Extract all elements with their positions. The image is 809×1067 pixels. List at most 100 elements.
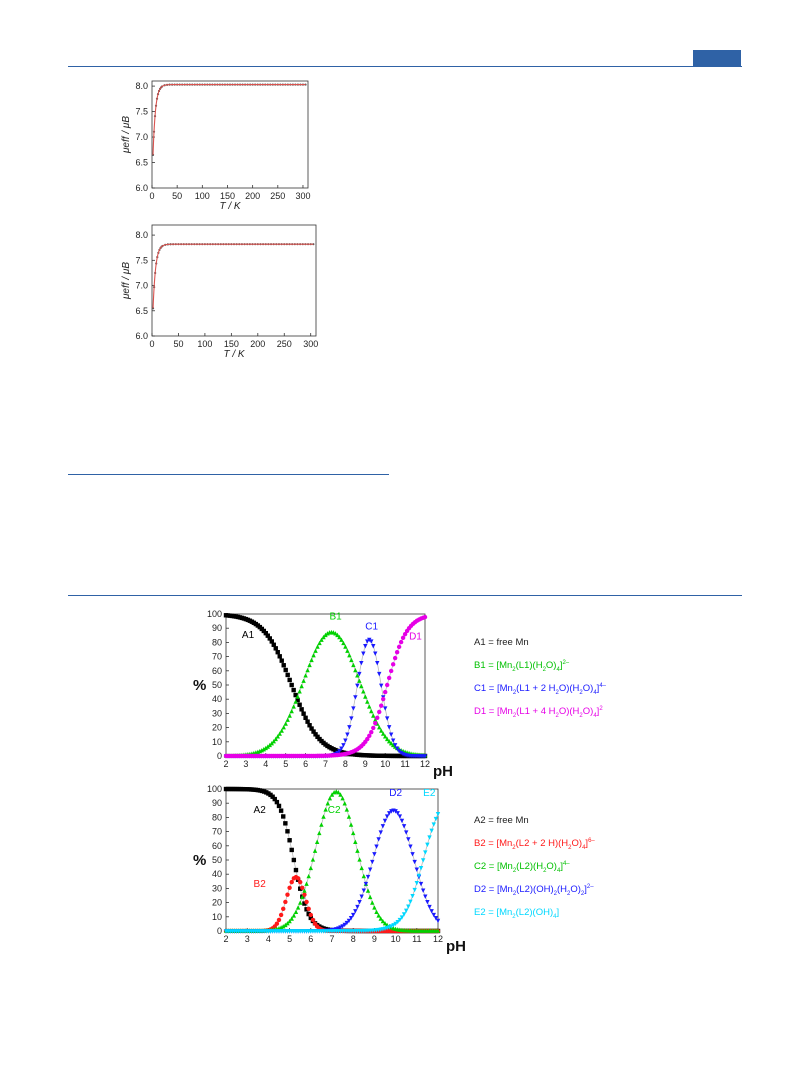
x-tick-label: 6	[308, 934, 313, 944]
data-point	[335, 632, 340, 638]
data-point	[355, 673, 360, 678]
legend-b1: B1 = [Mn2(L1)(H2O)4]2–	[474, 660, 570, 674]
data-point	[344, 920, 350, 926]
x-axis-label: T / K	[219, 201, 241, 212]
data-point	[406, 837, 411, 842]
data-point	[342, 922, 347, 928]
data-point	[283, 667, 288, 673]
x-tick-label: 100	[195, 191, 210, 201]
data-point	[435, 928, 441, 933]
data-point	[388, 740, 394, 746]
data-point	[433, 816, 439, 822]
x-tick-label: 10	[380, 759, 390, 769]
data-point	[410, 852, 415, 857]
data-point	[369, 729, 374, 735]
data-point	[365, 699, 370, 704]
data-point	[367, 704, 372, 709]
y-axis-label: %	[193, 677, 206, 694]
x-tick-label: 150	[220, 191, 235, 201]
data-point	[392, 743, 398, 748]
data-point	[376, 837, 381, 842]
data-point	[386, 738, 392, 744]
data-point	[422, 754, 428, 759]
data-point	[289, 708, 294, 714]
data-point	[361, 873, 366, 879]
data-point	[298, 879, 303, 885]
x-tick-label: 250	[277, 339, 292, 349]
curve-label-d1: D1	[409, 632, 422, 643]
y-tick-label: 6.0	[135, 331, 148, 341]
data-point	[353, 839, 358, 844]
data-point	[283, 899, 288, 905]
data-point	[281, 724, 286, 730]
data-point	[319, 822, 324, 827]
data-point	[293, 692, 298, 698]
data-point	[355, 904, 360, 910]
fit-line	[152, 84, 306, 155]
data-point	[355, 848, 360, 853]
y-axis-label: %	[193, 852, 206, 869]
data-point	[285, 892, 290, 897]
data-point	[287, 713, 292, 718]
data-point	[314, 839, 320, 844]
data-point	[386, 675, 392, 681]
data-point	[293, 867, 299, 873]
data-point	[399, 818, 405, 824]
data-point	[343, 738, 348, 743]
data-point	[281, 814, 286, 819]
data-point	[345, 648, 350, 653]
data-point	[291, 704, 296, 709]
data-point	[393, 809, 398, 814]
x-tick-label: 7	[323, 759, 328, 769]
x-tick-label: 50	[172, 191, 182, 201]
data-point	[365, 639, 370, 644]
data-point	[393, 921, 398, 927]
data-point	[281, 924, 286, 929]
y-tick-label: 80	[212, 812, 222, 822]
curve-label-c2: C2	[328, 805, 341, 816]
legend-c1: C1 = [Mn2(L1 + 2 H2O)(H2O)4]4–	[474, 683, 606, 697]
data-point	[301, 711, 306, 716]
data-point	[404, 908, 409, 914]
data-point	[381, 731, 386, 736]
y-tick-label: 60	[212, 841, 222, 851]
data-point	[374, 909, 379, 914]
data-point	[348, 916, 354, 921]
data-point	[397, 917, 403, 923]
data-point	[283, 821, 288, 826]
data-point	[374, 844, 379, 849]
data-point	[274, 799, 280, 805]
data-point	[380, 918, 386, 924]
data-point	[399, 915, 405, 920]
footer-rule	[68, 595, 742, 596]
data-point	[435, 811, 441, 817]
data-point	[398, 750, 404, 756]
x-tick-label: 200	[250, 339, 265, 349]
data-point	[370, 859, 375, 865]
data-point	[315, 644, 320, 649]
data-point	[274, 921, 280, 926]
x-tick-label: 2	[223, 934, 228, 944]
data-point	[378, 916, 383, 921]
data-point	[395, 919, 400, 925]
data-point	[321, 814, 326, 819]
data-point	[279, 658, 284, 663]
x-tick-label: 2	[223, 759, 228, 769]
data-point	[357, 899, 362, 905]
curve-label-b2: B2	[254, 879, 267, 890]
data-point	[431, 912, 436, 918]
data-point	[276, 803, 282, 809]
data-point	[313, 732, 318, 737]
data-point	[273, 736, 278, 742]
data-point	[401, 912, 407, 917]
data-point	[414, 881, 419, 886]
y-tick-label: 50	[212, 855, 222, 865]
curve-label-a2: A2	[254, 805, 267, 816]
y-tick-label: 30	[212, 708, 222, 718]
data-point	[261, 746, 267, 752]
data-point	[289, 847, 294, 853]
data-point	[337, 749, 342, 754]
data-point	[339, 637, 344, 642]
